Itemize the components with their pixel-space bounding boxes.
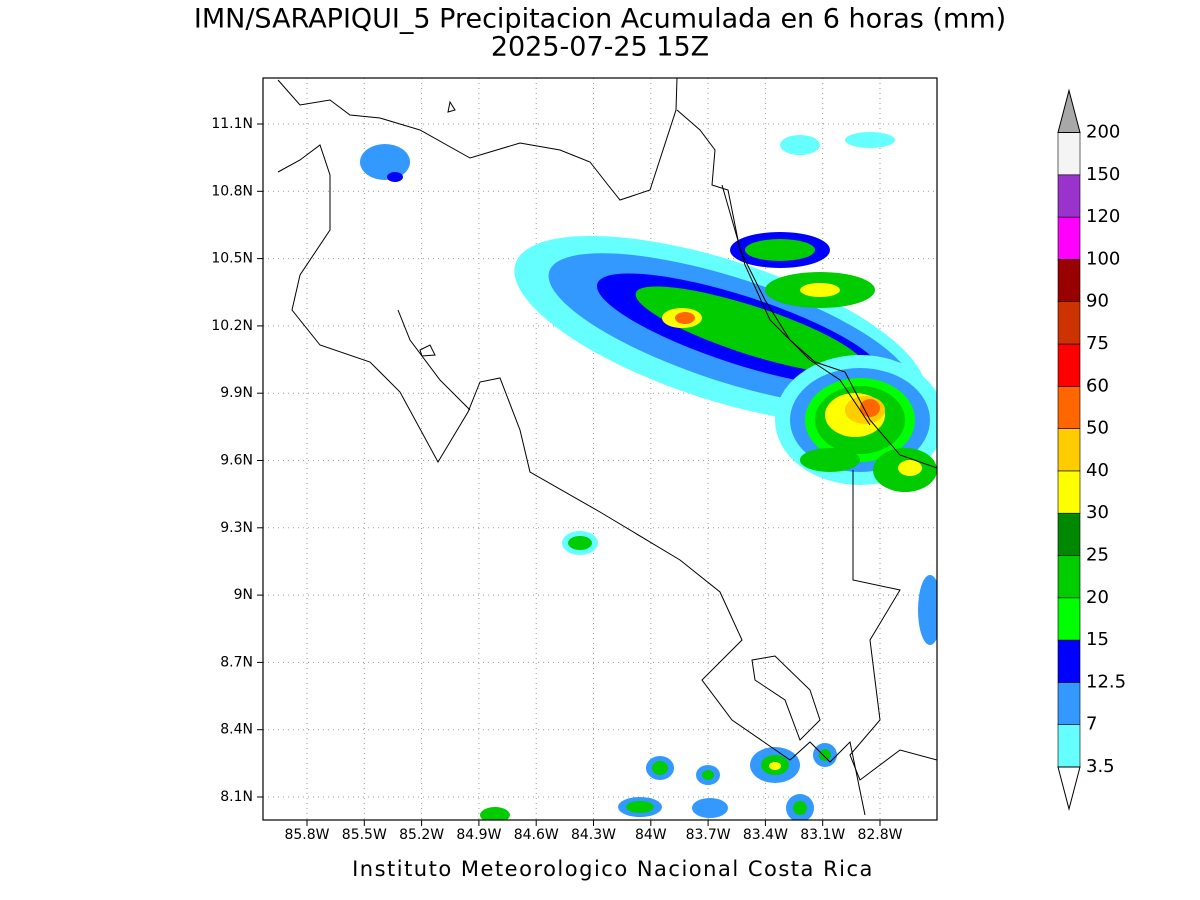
colorbar-over — [1057, 88, 1081, 133]
colorbar-segment — [1057, 682, 1081, 726]
x-tick-label: 85.8W — [284, 827, 329, 843]
colorbar-label: 75 — [1086, 333, 1109, 354]
colorbar-label: 12.5 — [1086, 671, 1126, 692]
y-tick-label: 9.9N — [220, 385, 253, 401]
title: IMN/SARAPIQUI_5 Precipitacion Acumulada … — [194, 4, 1006, 35]
precipitation — [360, 132, 937, 820]
map-frame — [262, 77, 938, 821]
colorbar-segment — [1057, 132, 1081, 176]
subtitle: 2025-07-25 15Z — [491, 32, 709, 63]
colorbar-label: 7 — [1086, 714, 1097, 735]
colorbar-segment — [1057, 343, 1081, 387]
colorbar-label: 150 — [1086, 164, 1120, 185]
y-tick-label: 11.1N — [211, 116, 253, 132]
colorbar-segment — [1057, 385, 1081, 429]
scattered-cells — [360, 132, 895, 820]
colorbar-segment — [1057, 597, 1081, 641]
colorbar-label: 30 — [1086, 502, 1109, 523]
x-tick-label: 84.6W — [514, 827, 559, 843]
colorbar-segment — [1057, 555, 1081, 599]
colorbar-segment — [1057, 259, 1081, 302]
colorbar-label: 200 — [1086, 122, 1120, 143]
x-tick-label: 85.5W — [342, 827, 387, 843]
coastlines — [277, 78, 937, 816]
colorbar-label: 40 — [1086, 460, 1109, 481]
rain-band — [514, 232, 937, 645]
y-tick-label: 9N — [234, 587, 253, 603]
colorbar-segment — [1057, 216, 1081, 260]
x-tick-label: 83.7W — [686, 827, 731, 843]
x-tick-label: 84.3W — [571, 827, 616, 843]
y-tick-label: 8.4N — [220, 722, 253, 738]
footer: Instituto Meteorologico Nacional Costa R… — [352, 857, 874, 881]
x-tick-label: 83.1W — [800, 827, 845, 843]
x-tick-label: 85.2W — [399, 827, 444, 843]
colorbar-segment — [1057, 724, 1081, 768]
y-tick-label: 10.2N — [211, 318, 253, 334]
colorbar-label: 20 — [1086, 587, 1109, 608]
colorbar-label: 50 — [1086, 418, 1109, 439]
y-tick-label: 8.7N — [220, 654, 253, 670]
colorbar-segment — [1057, 512, 1081, 556]
y-tick-label: 9.6N — [220, 453, 253, 469]
colorbar-label: 25 — [1086, 545, 1109, 566]
y-tick-label: 8.1N — [220, 789, 253, 805]
x-tick-label: 84W — [635, 827, 667, 843]
x-tick-label: 82.8W — [857, 827, 902, 843]
colorbar-label: 100 — [1086, 248, 1120, 269]
colorbar-segment — [1057, 174, 1081, 218]
colorbar-label: 90 — [1086, 291, 1109, 312]
colorbar-segment — [1057, 470, 1081, 514]
y-tick-label: 9.3N — [220, 520, 253, 536]
colorbar-under — [1057, 766, 1081, 811]
colorbar-segment — [1057, 639, 1081, 683]
colorbar: 3.5 7 12.5 15 20 25 30 40 50 60 75 90 100 120 150 200 — [1057, 88, 1126, 811]
y-tick-label: 10.5N — [211, 251, 253, 267]
x-tick-label: 83.4W — [743, 827, 788, 843]
y-tick-label: 10.8N — [211, 183, 253, 199]
colorbar-label: 3.5 — [1086, 756, 1115, 777]
colorbar-segment — [1057, 301, 1081, 345]
x-tick-label: 84.9W — [456, 827, 501, 843]
colorbar-label: 120 — [1086, 206, 1120, 227]
colorbar-segment — [1057, 428, 1081, 472]
colorbar-label: 60 — [1086, 375, 1109, 396]
colorbar-label: 15 — [1086, 629, 1109, 650]
